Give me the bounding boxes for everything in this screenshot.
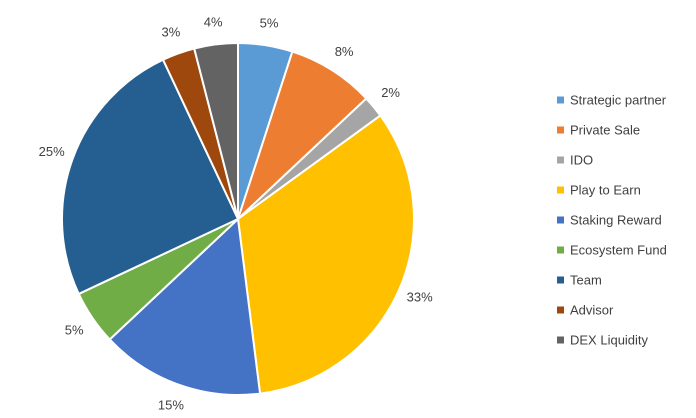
data-label-strategic-partner: 5% xyxy=(260,15,279,30)
pie-slice-staking-reward xyxy=(108,216,262,396)
legend-swatch-dex-liquidity xyxy=(557,336,564,344)
pie-slice-play-to-earn xyxy=(236,114,415,395)
legend-swatch-ido xyxy=(557,156,564,164)
legend-label-ecosystem-fund: Ecosystem Fund xyxy=(570,243,667,258)
legend-label-advisor: Advisor xyxy=(570,303,614,318)
legend-label-strategic-partner: Strategic partner xyxy=(570,93,667,108)
legend-swatch-team xyxy=(557,276,564,284)
legend-swatch-strategic-partner xyxy=(557,96,564,104)
legend-swatch-ecosystem-fund xyxy=(557,246,564,254)
legend-label-ido: IDO xyxy=(570,153,593,168)
data-label-private-sale: 8% xyxy=(335,44,354,59)
legend-swatch-advisor xyxy=(557,306,564,314)
data-label-play-to-earn: 33% xyxy=(407,290,433,305)
legend-swatch-private-sale xyxy=(557,126,564,134)
pie-slice-team xyxy=(61,58,240,296)
pie-slice-private-sale xyxy=(237,50,368,220)
data-label-advisor: 3% xyxy=(162,25,181,40)
legend-label-play-to-earn: Play to Earn xyxy=(570,183,641,198)
data-label-ecosystem-fund: 5% xyxy=(65,322,84,337)
data-label-staking-reward: 15% xyxy=(158,397,184,412)
legend: Strategic partner Private Sale IDO Play to … xyxy=(557,93,667,348)
legend-label-team: Team xyxy=(570,273,602,288)
data-label-ido: 2% xyxy=(381,85,400,100)
legend-swatch-staking-reward xyxy=(557,216,564,224)
legend-swatch-play-to-earn xyxy=(557,186,564,194)
data-label-team: 25% xyxy=(39,144,65,159)
legend-label-dex-liquidity: DEX Liquidity xyxy=(570,333,649,348)
pie-slice-dex-liquidity xyxy=(193,41,239,220)
data-label-dex-liquidity: 4% xyxy=(204,15,223,30)
legend-label-staking-reward: Staking Reward xyxy=(570,213,662,228)
pie-slices xyxy=(61,41,415,396)
legend-label-private-sale: Private Sale xyxy=(570,123,640,138)
data-labels: 5% 8% 2% 33% 15% 5% 25% 3% 4% xyxy=(39,15,433,413)
